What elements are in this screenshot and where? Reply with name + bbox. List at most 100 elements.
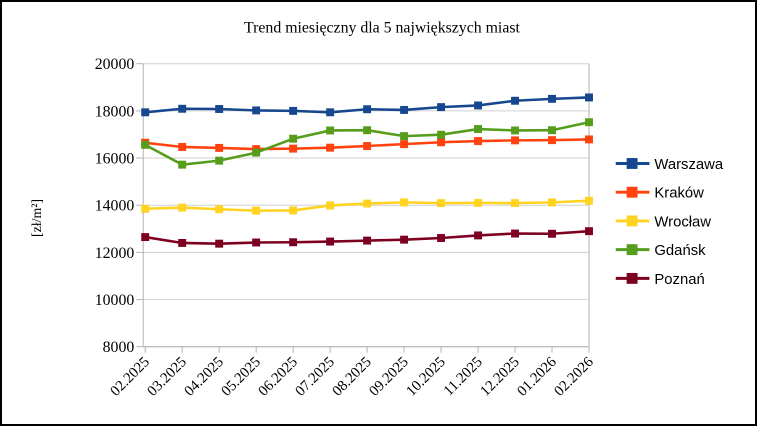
data-series: [141, 93, 593, 248]
data-point-wrocław: [363, 199, 372, 208]
data-point-gdansk: [252, 148, 261, 157]
data-point-warszawa: [178, 104, 187, 113]
data-point-warszawa: [548, 94, 556, 103]
data-point-wrocław: [326, 201, 335, 210]
legend-item-poznan: Poznań: [615, 272, 705, 288]
x-tick-label: 12.2025: [477, 354, 522, 399]
y-axis-title: [zł/m²]: [29, 199, 44, 237]
data-point-wrocław: [178, 203, 187, 212]
x-tick-label: 10.2025: [403, 354, 448, 399]
data-point-krakow: [289, 144, 298, 153]
data-point-poznan: [215, 239, 224, 248]
legend-label-poznan: Poznań: [654, 272, 704, 288]
x-tick-label: 03.2025: [145, 354, 190, 399]
data-point-warszawa: [474, 101, 483, 110]
y-tick-label: 14000: [95, 198, 135, 215]
y-tick-label: 16000: [95, 151, 135, 168]
data-point-gdansk: [141, 140, 150, 149]
data-point-warszawa: [585, 93, 593, 102]
legend-item-krakow: Kraków: [615, 186, 704, 202]
data-point-warszawa: [437, 103, 446, 112]
data-point-poznan: [548, 229, 556, 238]
data-point-krakow: [400, 140, 409, 149]
data-point-poznan: [474, 231, 483, 240]
data-point-krakow: [215, 143, 224, 152]
legend-label-gdansk: Gdańsk: [654, 243, 706, 259]
legend-item-gdansk: Gdańsk: [615, 243, 706, 259]
data-point-krakow: [474, 137, 483, 146]
data-point-wrocław: [474, 198, 483, 207]
data-point-gdansk: [585, 118, 593, 127]
legend-marker-krakow: [626, 186, 638, 198]
legend-marker-poznan: [626, 272, 638, 284]
data-point-gdansk: [511, 126, 520, 135]
x-tick-label: 08.2025: [329, 354, 374, 399]
data-point-gdansk: [178, 160, 187, 169]
y-tick-labels: 20000 18000 16000 14000 12000 10000 8000: [95, 56, 135, 356]
data-point-gdansk: [400, 132, 409, 141]
data-point-warszawa: [252, 106, 261, 115]
data-point-wrocław: [252, 206, 261, 215]
data-point-krakow: [178, 143, 187, 151]
x-tick-label: 11.2025: [441, 354, 486, 399]
legend-label-wrocław: Wrocław: [654, 214, 711, 230]
x-tick-label: 07.2025: [292, 354, 337, 399]
data-point-warszawa: [215, 105, 224, 113]
data-point-gdansk: [437, 130, 446, 139]
data-point-poznan: [585, 227, 593, 236]
data-point-warszawa: [141, 108, 150, 117]
data-point-warszawa: [326, 108, 335, 117]
data-point-poznan: [400, 235, 409, 244]
x-tick-label: 06.2025: [255, 354, 300, 399]
data-point-warszawa: [511, 96, 520, 105]
data-point-gdansk: [474, 125, 483, 134]
data-point-krakow: [326, 143, 335, 152]
data-point-poznan: [511, 229, 520, 238]
x-tick-label: 02.2025: [108, 354, 153, 399]
data-point-krakow: [548, 136, 556, 145]
legend: Warszawa Kraków Wrocław Gdańsk Poznań: [615, 157, 724, 288]
x-tick-label: 09.2025: [366, 354, 411, 399]
x-tick-label: 02.2026: [551, 354, 596, 399]
data-point-warszawa: [400, 105, 409, 114]
data-point-gdansk: [548, 126, 556, 135]
data-point-poznan: [363, 236, 372, 245]
x-tick-label: 01.2026: [514, 354, 559, 399]
legend-marker-gdansk: [626, 244, 638, 256]
data-point-wrocław: [215, 205, 224, 214]
y-tick-label: 12000: [95, 245, 135, 262]
x-tick-label: 05.2025: [219, 354, 264, 399]
data-point-poznan: [141, 233, 150, 242]
data-point-warszawa: [363, 105, 372, 114]
data-point-poznan: [289, 238, 298, 247]
data-point-gdansk: [363, 126, 372, 135]
legend-item-warszawa: Warszawa: [615, 157, 724, 173]
legend-marker-warszawa: [626, 158, 638, 169]
data-point-krakow: [363, 142, 372, 150]
legend-marker-wrocław: [626, 215, 638, 227]
y-tick-label: 8000: [103, 339, 135, 356]
y-tick-label: 10000: [95, 292, 135, 309]
legend-item-wrocław: Wrocław: [615, 214, 711, 230]
data-point-wrocław: [585, 196, 593, 205]
legend-label-warszawa: Warszawa: [654, 157, 723, 173]
data-point-gdansk: [289, 134, 298, 143]
data-point-wrocław: [141, 204, 150, 213]
chart-title: Trend miesięczny dla 5 największych mias…: [244, 20, 521, 37]
y-tick-label: 20000: [95, 56, 135, 73]
data-point-poznan: [178, 238, 187, 247]
data-point-krakow: [511, 136, 520, 145]
data-point-wrocław: [548, 198, 556, 207]
data-point-wrocław: [289, 206, 298, 215]
data-point-wrocław: [437, 199, 446, 208]
data-point-gdansk: [215, 156, 224, 165]
data-point-warszawa: [289, 106, 298, 115]
data-point-wrocław: [511, 199, 520, 208]
data-point-poznan: [326, 237, 335, 246]
legend-label-krakow: Kraków: [654, 186, 704, 202]
x-tick-labels: 02.202503.202504.202505.202506.202507.20…: [108, 354, 597, 399]
data-point-krakow: [585, 135, 593, 144]
data-point-poznan: [252, 238, 261, 247]
